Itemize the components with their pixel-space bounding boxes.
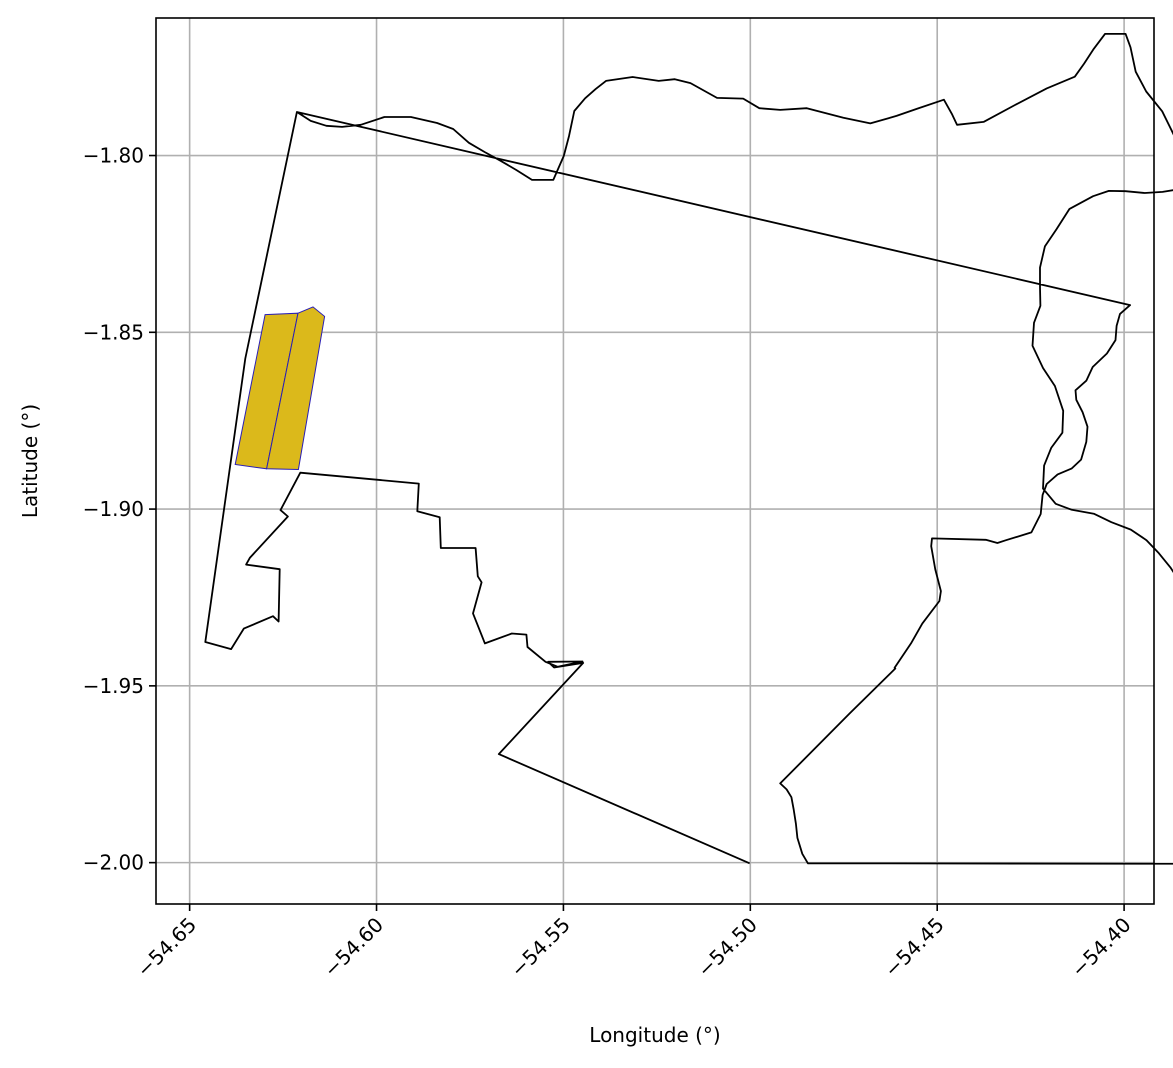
x-tick-label: −54.40 xyxy=(1066,913,1135,982)
x-axis-label: Longitude (°) xyxy=(589,1023,720,1047)
x-tick-label: −54.65 xyxy=(132,913,201,982)
y-axis-ticks: −1.80 −1.85 −1.90 −1.95 −2.00 xyxy=(83,144,156,875)
y-tick-label: −1.95 xyxy=(83,674,144,698)
district-boundary xyxy=(204,33,1173,865)
x-tick-label: −54.55 xyxy=(506,913,575,982)
district-boundary-inner-edge xyxy=(204,111,750,865)
y-tick-label: −1.80 xyxy=(83,144,144,168)
x-tick-label: −54.50 xyxy=(693,913,762,982)
district-boundary-outline xyxy=(295,33,1173,865)
highlighted-parcels xyxy=(234,306,326,471)
x-axis-ticks: −54.65 −54.60 −54.55 −54.50 −54.45 −54.40 xyxy=(132,904,1136,982)
highlighted-parcel xyxy=(265,306,326,471)
y-axis-label: Latitude (°) xyxy=(18,404,42,518)
y-tick-label: −1.90 xyxy=(83,497,144,521)
y-tick-label: −2.00 xyxy=(83,851,144,875)
plot-frame xyxy=(155,17,1155,905)
x-tick-label: −54.45 xyxy=(879,913,948,982)
x-tick-label: −54.60 xyxy=(319,913,388,982)
grid-lines xyxy=(156,18,1154,904)
y-tick-label: −1.85 xyxy=(83,320,144,344)
